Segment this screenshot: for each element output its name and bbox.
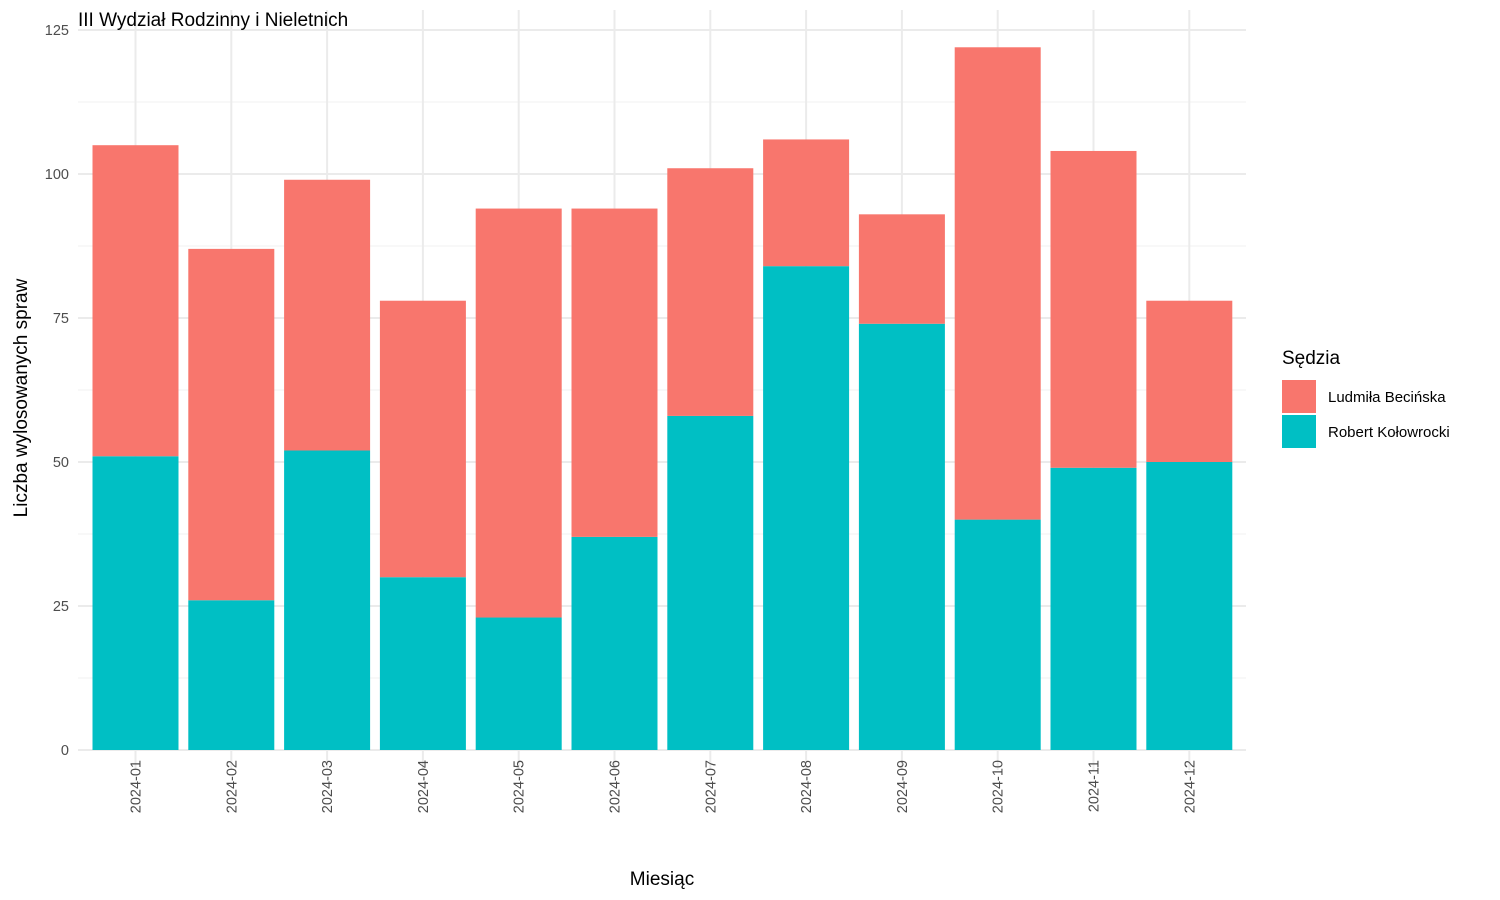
x-tick-label: 2024-08 (799, 760, 815, 813)
bar-segment (188, 600, 275, 750)
x-tick-label: 2024-05 (512, 760, 528, 813)
bar-segment (1050, 150, 1137, 468)
x-tick-label: 2024-02 (224, 760, 240, 813)
y-tick-label: 0 (61, 743, 69, 759)
y-tick-label: 25 (53, 599, 69, 615)
chart-title: III Wydział Rodzinny i Nieletnich (78, 10, 348, 31)
x-tick-label: 2024-03 (320, 760, 336, 813)
bar-segment (763, 266, 850, 750)
bar-segment (1050, 467, 1137, 750)
bar-segment (379, 300, 466, 578)
x-tick-label: 2024-01 (129, 760, 145, 813)
x-tick-label: 2024-09 (895, 760, 911, 813)
y-tick-label: 75 (53, 311, 69, 327)
bar-segment (571, 536, 658, 750)
x-tick-label: 2024-07 (703, 760, 719, 813)
bar-segment (954, 519, 1041, 750)
bar-segment (1146, 462, 1233, 750)
bar-segment (284, 450, 371, 750)
y-tick-label: 50 (53, 455, 69, 471)
bar-segment (1146, 300, 1233, 462)
bars (92, 47, 1233, 750)
bar-segment (379, 577, 466, 750)
x-tick-label: 2024-10 (991, 760, 1007, 813)
bar-segment (92, 456, 179, 750)
bar-segment (667, 415, 754, 750)
y-axis-ticks: 0 25 50 75 100 125 (45, 23, 69, 759)
x-axis-title: Miesiąc (630, 869, 694, 890)
bar-segment (475, 208, 562, 618)
bar-segment (858, 214, 945, 324)
bar-segment (954, 47, 1041, 520)
bar-segment (667, 168, 754, 416)
bar-segment (571, 208, 658, 537)
legend-label: Ludmiła Becińska (1328, 389, 1446, 406)
legend-title: Sędzia (1282, 348, 1341, 369)
y-axis-title: Liczba wylosowanych spraw (11, 278, 32, 517)
legend: Sędzia Ludmiła Becińska Robert Kołowrocki (1282, 348, 1450, 448)
y-tick-label: 100 (45, 167, 69, 183)
x-tick-label: 2024-12 (1182, 760, 1198, 813)
x-axis-ticks: 2024-01 2024-02 2024-03 2024-04 2024-05 2024-… (129, 760, 1199, 813)
y-tick-label: 125 (45, 23, 69, 39)
legend-label: Robert Kołowrocki (1328, 424, 1450, 441)
bar-segment (284, 179, 371, 451)
bar-segment (763, 139, 850, 267)
legend-key (1282, 415, 1316, 448)
bar-segment (92, 145, 179, 457)
bar-segment (858, 323, 945, 750)
x-tick-label: 2024-04 (416, 760, 432, 813)
x-tick-label: 2024-11 (1087, 760, 1103, 812)
legend-key (1282, 380, 1316, 413)
x-tick-label: 2024-06 (608, 760, 624, 813)
bar-segment (188, 248, 275, 601)
bar-segment (475, 617, 562, 750)
